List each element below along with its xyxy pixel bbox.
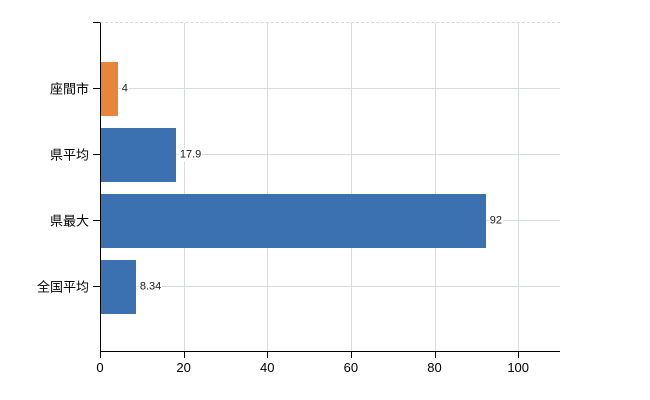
bar-value-label: 8.34 <box>138 280 163 294</box>
x-tick-label: 100 <box>507 360 530 375</box>
bar-value-label: 4 <box>120 82 129 96</box>
x-axis-tick <box>350 352 352 358</box>
y-gridline <box>101 286 560 287</box>
x-gridline <box>350 23 352 351</box>
bar-default <box>101 194 486 248</box>
y-gridline <box>101 154 560 155</box>
x-tick-label: 20 <box>176 360 191 375</box>
plot-area: 4 17.9 92 8.34 <box>100 22 560 352</box>
bar-value-label: 92 <box>488 214 503 228</box>
bar-value-label: 17.9 <box>178 148 203 162</box>
category-label: 全国平均 <box>36 279 89 295</box>
category-label: 県最大 <box>49 213 89 229</box>
x-gridline <box>183 23 185 351</box>
x-tick-label: 60 <box>343 360 359 375</box>
x-axis-tick <box>434 352 436 358</box>
x-gridline <box>434 23 436 351</box>
x-axis-tick <box>267 352 269 358</box>
x-axis-tick <box>100 352 101 358</box>
bar-default <box>101 128 176 182</box>
x-gridline <box>267 23 269 351</box>
y-axis-end-tick <box>93 22 100 23</box>
category-label: 座間市 <box>49 81 89 97</box>
bar-highlight <box>101 62 118 116</box>
y-axis-tick <box>93 88 100 89</box>
bar-default <box>101 260 136 314</box>
x-gridline <box>518 23 520 351</box>
y-axis-tick <box>93 154 100 155</box>
y-gridline <box>101 88 560 89</box>
x-tick-label: 40 <box>260 360 275 375</box>
x-axis-tick <box>518 352 520 358</box>
x-axis-tick <box>183 352 185 358</box>
y-axis-tick <box>93 286 100 287</box>
y-axis-tick <box>93 220 100 221</box>
x-tick-label: 80 <box>427 360 442 375</box>
x-tick-label: 0 <box>96 360 104 375</box>
category-label: 県平均 <box>49 147 89 163</box>
